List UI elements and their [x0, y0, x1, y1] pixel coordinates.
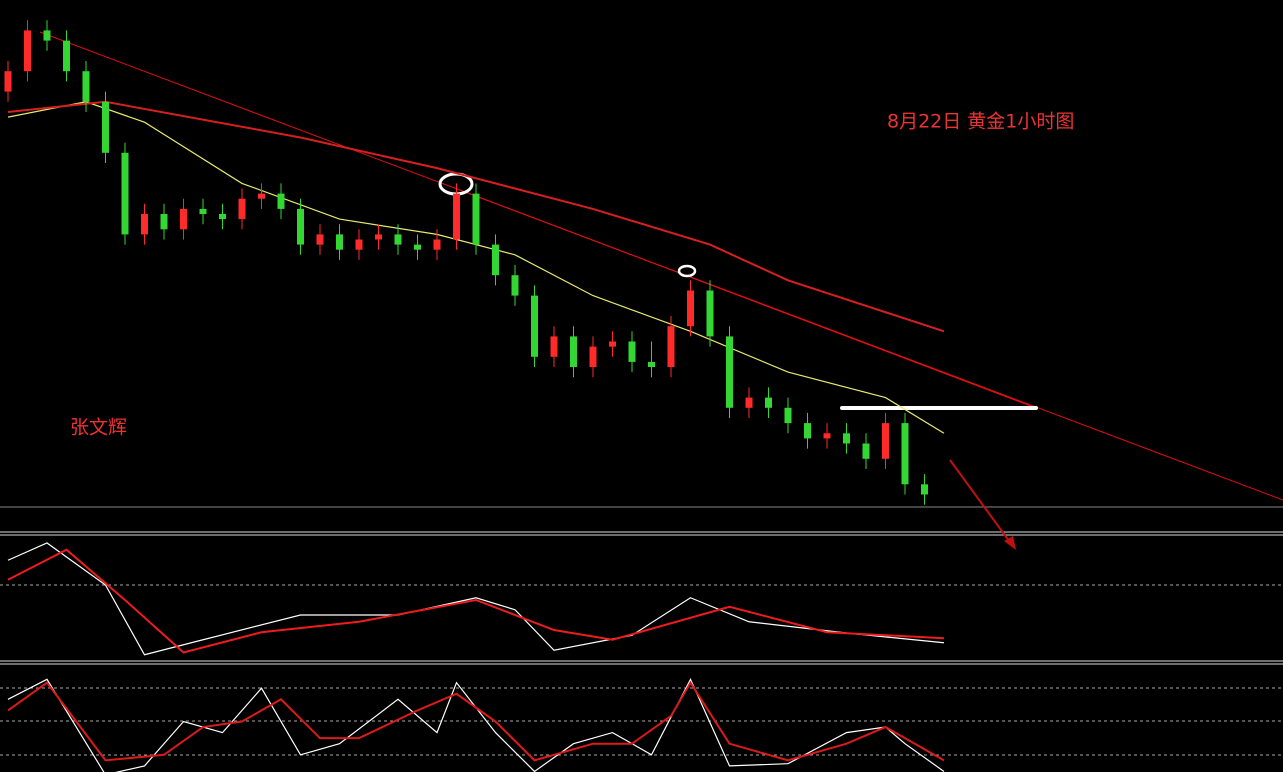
candle-body — [258, 193, 265, 199]
candle-body — [141, 214, 148, 235]
candle-body — [297, 208, 304, 245]
author: 张文辉 — [70, 417, 127, 439]
candle-body — [609, 341, 616, 347]
candle-body — [63, 40, 70, 72]
candle-body — [433, 239, 441, 250]
candle-body — [375, 234, 382, 240]
candle-body — [589, 346, 597, 367]
candle-body — [219, 214, 226, 220]
candle-body — [745, 397, 753, 408]
candle-body — [4, 71, 12, 92]
candle-body — [804, 423, 811, 439]
highlight-circle — [677, 264, 697, 278]
candle-body — [706, 290, 714, 337]
candle-body — [316, 234, 324, 245]
line — [7, 548, 945, 654]
chart-title: 8月22日 黄金1小时图 — [887, 111, 1074, 133]
line — [7, 680, 945, 762]
candle-body — [531, 295, 538, 357]
trend-line — [459, 189, 1037, 409]
candle-body — [882, 423, 889, 459]
candle-body — [726, 336, 733, 408]
candle-body — [414, 244, 421, 250]
candle-body — [570, 336, 577, 367]
candle-body — [238, 198, 246, 220]
candle-body — [492, 244, 499, 276]
candle-body — [277, 193, 285, 209]
arrow — [949, 459, 1013, 546]
candle-body — [180, 208, 187, 230]
candle-body — [394, 234, 402, 245]
candle-body — [550, 336, 558, 357]
candle-body — [628, 341, 636, 362]
candle-body — [667, 326, 675, 367]
candle-body — [784, 407, 792, 424]
arrow-head — [1004, 536, 1016, 550]
candle-body — [843, 433, 850, 444]
candle-body — [511, 275, 519, 296]
candle-body — [199, 208, 207, 214]
candle-body — [687, 290, 694, 327]
candle-body — [102, 101, 109, 153]
candle-body — [648, 361, 655, 367]
candle-body — [472, 193, 480, 245]
candle-body — [921, 484, 928, 495]
candle-body — [24, 30, 31, 72]
candle-body — [823, 433, 831, 439]
candle-body — [82, 71, 90, 102]
line — [7, 542, 945, 656]
line — [7, 100, 945, 333]
indicator-pane — [7, 677, 945, 772]
candle-body — [453, 193, 460, 240]
candle-body — [336, 234, 343, 250]
candle-body — [901, 423, 909, 485]
candle-body — [121, 152, 129, 235]
candle-body — [355, 239, 363, 250]
candle-body — [862, 443, 870, 459]
candle-body — [43, 30, 51, 41]
candle-body — [765, 397, 772, 408]
candle-body — [160, 214, 168, 230]
